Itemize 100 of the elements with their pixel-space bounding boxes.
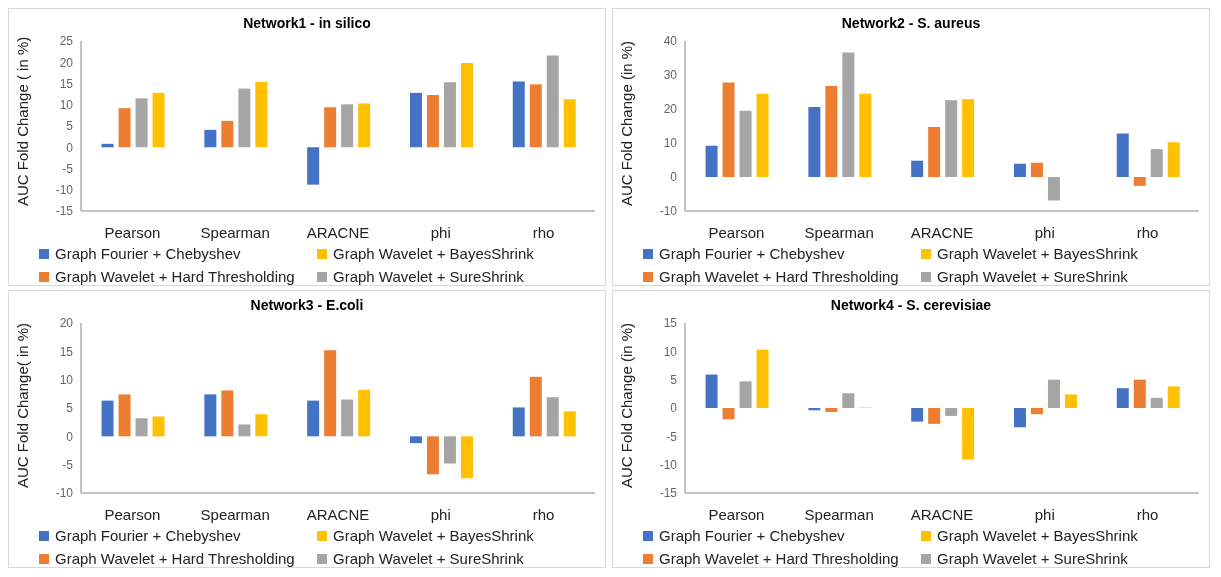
bar [705, 145, 718, 177]
bar [705, 374, 718, 408]
bar [563, 99, 576, 148]
bar [1167, 386, 1180, 408]
bar [460, 436, 473, 479]
bar [563, 411, 576, 437]
bar [255, 414, 268, 437]
bar [358, 389, 371, 437]
y-tick-label: -5 [666, 429, 678, 444]
bar [358, 103, 371, 148]
bar [825, 408, 838, 412]
bar [221, 120, 234, 148]
bar [1030, 162, 1043, 177]
y-tick-label: -10 [55, 183, 74, 198]
y-tick-label: -5 [62, 457, 74, 472]
bar [1133, 177, 1146, 186]
y-tick-label: 40 [663, 34, 678, 49]
y-tick-label: 10 [59, 372, 74, 387]
x-tick-label: Pearson [104, 223, 161, 241]
y-axis-title: AUC Fold Change (in %) [618, 40, 636, 206]
bar [324, 107, 337, 148]
y-tick-label: -5 [62, 161, 74, 176]
y-axis-title: AUC Fold Change( in %) [14, 322, 32, 488]
legend-label: Graph Wavelet + SureShrink [937, 268, 1128, 285]
legend-label: Graph Wavelet + Hard Thresholding [55, 550, 295, 567]
y-tick-label: -15 [55, 204, 74, 219]
legend-label: Graph Fourier + Chebyshev [659, 245, 845, 262]
bar [859, 93, 872, 177]
bar [911, 408, 924, 422]
legend-label: Graph Fourier + Chebyshev [55, 527, 241, 544]
x-tick-label: phi [430, 223, 451, 241]
bar [1047, 177, 1060, 201]
bar [341, 104, 354, 148]
bar [238, 424, 251, 437]
chart-title: Network2 - S. aureus [840, 15, 982, 33]
legend-label: Graph Wavelet + Hard Thresholding [55, 268, 295, 285]
bar [529, 376, 542, 437]
bar [409, 436, 422, 444]
bar [255, 81, 268, 148]
y-tick-label: 15 [663, 316, 678, 331]
bar [842, 52, 855, 177]
x-tick-label: Pearson [708, 223, 765, 241]
bar [1013, 163, 1026, 177]
y-axis-title: AUC Fold Change (in %) [618, 322, 636, 488]
bar [135, 98, 148, 148]
bar [756, 349, 769, 408]
chart-title: Network3 - E.coli [249, 297, 365, 315]
bar [722, 82, 735, 177]
legend-label: Graph Fourier + Chebyshev [55, 245, 241, 262]
bar [409, 92, 422, 148]
bar [962, 99, 975, 177]
x-tick-label: Pearson [708, 505, 765, 523]
y-tick-label: 25 [59, 34, 74, 49]
bar [546, 55, 559, 148]
x-tick-label: phi [1034, 505, 1055, 523]
y-tick-label: -10 [55, 486, 74, 501]
x-tick-label: rho [532, 223, 555, 241]
bar [842, 393, 855, 408]
x-tick-label: Pearson [104, 505, 161, 523]
x-tick-label: rho [532, 505, 555, 523]
bar [1150, 149, 1163, 177]
bar [808, 106, 821, 177]
bar [426, 94, 439, 148]
bar [1167, 142, 1180, 177]
bar [152, 92, 165, 148]
bar [135, 418, 148, 437]
legend-label: Graph Fourier + Chebyshev [659, 527, 845, 544]
legend-label: Graph Wavelet + SureShrink [333, 550, 524, 567]
y-tick-label: 10 [59, 98, 74, 113]
x-tick-label: Spearman [804, 223, 874, 241]
bar [962, 408, 975, 460]
y-tick-label: 20 [59, 55, 74, 70]
bar [928, 408, 941, 424]
y-tick-label: -15 [659, 486, 678, 501]
x-tick-label: phi [1034, 223, 1055, 241]
bar [512, 407, 525, 437]
x-tick-label: rho [1136, 223, 1159, 241]
x-tick-label: ARACNE [306, 505, 370, 523]
bar [1133, 379, 1146, 408]
y-tick-label: 0 [66, 140, 74, 155]
bar [152, 416, 165, 437]
legend-label: Graph Wavelet + BayesShrink [333, 245, 534, 262]
x-tick-label: ARACNE [306, 223, 370, 241]
y-axis-title: AUC Fold Change ( in %) [14, 36, 32, 206]
bar [118, 394, 131, 437]
legend-label: Graph Wavelet + SureShrink [333, 268, 524, 285]
bar [1030, 408, 1043, 415]
bar [307, 400, 320, 437]
y-tick-label: 0 [670, 401, 678, 416]
y-tick-label: 10 [663, 344, 678, 359]
bar [739, 110, 752, 177]
y-tick-label: -10 [659, 457, 678, 472]
bar [1047, 379, 1060, 408]
y-tick-label: 20 [663, 102, 678, 117]
bar [443, 436, 456, 464]
y-tick-label: 5 [66, 119, 74, 134]
bar [1064, 394, 1077, 408]
legend-label: Graph Wavelet + BayesShrink [937, 245, 1138, 262]
bar [341, 399, 354, 437]
x-tick-label: ARACNE [910, 505, 974, 523]
